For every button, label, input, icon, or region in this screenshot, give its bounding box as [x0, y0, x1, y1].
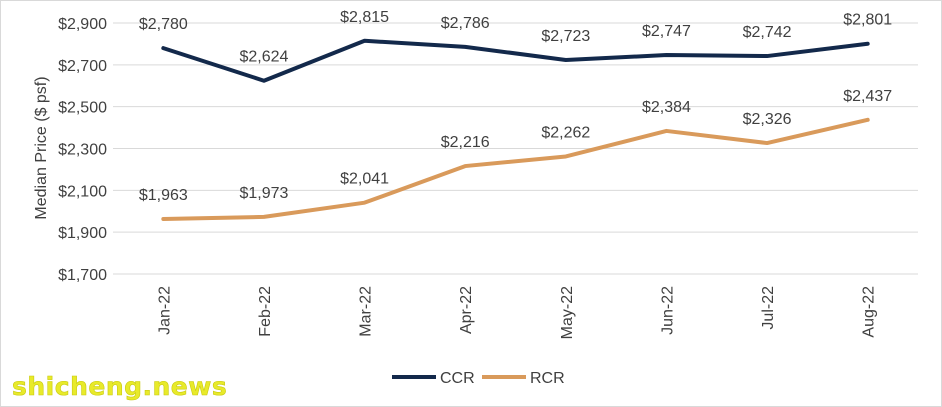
- data-label-ccr: $2,786: [441, 15, 490, 32]
- data-label-ccr: $2,780: [139, 16, 188, 33]
- watermark: shicheng.news: [12, 372, 228, 402]
- x-tick-label: Jan-22: [156, 286, 173, 335]
- data-label-ccr: $2,742: [743, 24, 792, 41]
- data-label-ccr: $2,624: [239, 49, 288, 66]
- x-axis: Jan-22 Feb-22 Mar-22 Apr-22 May-22 Jun-22 Jul-…: [156, 286, 877, 339]
- data-label-rcr: $2,041: [340, 171, 389, 188]
- y-tick-label: $2,100: [58, 183, 107, 200]
- y-tick-label: $2,300: [58, 142, 107, 159]
- x-tick-label: May-22: [559, 286, 576, 339]
- series-line-rcr: [161, 117, 870, 221]
- x-tick-label: Jul-22: [760, 286, 777, 330]
- data-label-ccr: $2,747: [642, 23, 691, 40]
- legend-label-rcr: RCR: [530, 370, 565, 387]
- y-axis-title: Median Price ($ psf): [33, 76, 50, 219]
- x-tick-label: Feb-22: [257, 286, 274, 337]
- y-tick-label: $2,900: [58, 16, 107, 33]
- series-lines: [161, 38, 870, 221]
- gridlines: [113, 22, 918, 275]
- y-tick-label: $2,700: [58, 58, 107, 75]
- x-tick-label: Apr-22: [458, 286, 475, 334]
- data-label-rcr: $1,973: [239, 185, 288, 202]
- legend: CCR RCR: [392, 370, 565, 387]
- data-label-rcr: $2,384: [642, 99, 691, 116]
- y-tick-label: $1,900: [58, 225, 107, 242]
- x-tick-label: Aug-22: [861, 286, 878, 338]
- x-tick-label: Jun-22: [659, 286, 676, 335]
- data-label-rcr: $2,326: [743, 111, 792, 128]
- legend-label-ccr: CCR: [440, 370, 475, 387]
- data-label-rcr: $2,437: [843, 88, 892, 105]
- y-tick-label: $1,700: [58, 267, 107, 284]
- series-line-ccr: [161, 38, 870, 83]
- data-labels: $2,780 $2,624 $2,815 $2,786 $2,723 $2,747 $2,7…: [139, 9, 892, 204]
- x-tick-label: Mar-22: [358, 286, 375, 337]
- y-tick-label: $2,500: [58, 100, 107, 117]
- data-label-rcr: $1,963: [139, 187, 188, 204]
- data-label-ccr: $2,815: [340, 9, 389, 26]
- y-axis: $1,700 $1,900 $2,100 $2,300 $2,500 $2,700 $2,9…: [58, 16, 107, 284]
- data-label-ccr: $2,723: [541, 28, 590, 45]
- data-label-rcr: $2,216: [441, 134, 490, 151]
- data-label-rcr: $2,262: [541, 124, 590, 141]
- data-label-ccr: $2,801: [843, 12, 892, 29]
